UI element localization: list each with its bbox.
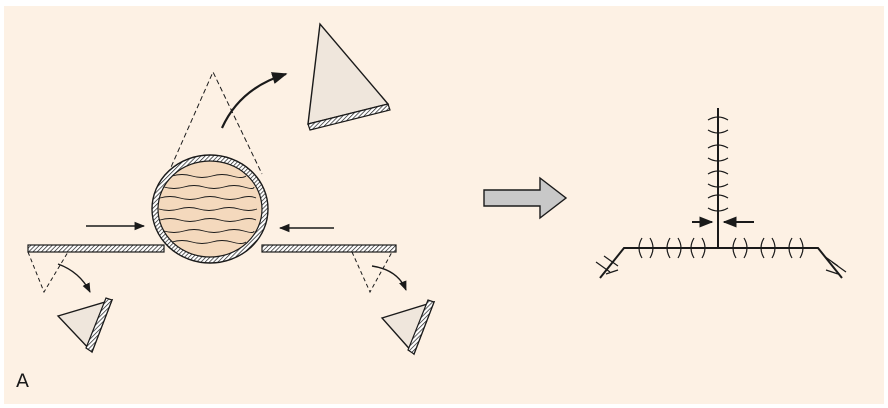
triangular-flap-left bbox=[56, 297, 114, 354]
figure-panel bbox=[4, 6, 884, 404]
triangular-flap-top bbox=[307, 22, 391, 131]
curved-arrow-top bbox=[220, 72, 288, 129]
curved-arrow-left bbox=[57, 263, 91, 293]
skin-line-right bbox=[261, 244, 397, 253]
skin-line-left bbox=[27, 244, 165, 253]
sutured-result bbox=[595, 108, 847, 279]
vertical-sutures bbox=[707, 116, 729, 212]
horizontal-sutures bbox=[638, 237, 804, 259]
panel-label: A bbox=[16, 370, 29, 392]
dashed-excision-outline-left bbox=[27, 251, 69, 294]
round-mass bbox=[151, 154, 269, 264]
mass-texture-lines bbox=[158, 174, 258, 244]
triangular-flap-right bbox=[380, 299, 436, 356]
curved-arrow-right bbox=[371, 265, 407, 291]
transition-arrow bbox=[483, 176, 568, 220]
excision-diagram bbox=[27, 22, 436, 356]
end-sutures bbox=[595, 255, 847, 275]
dashed-excision-outline-top bbox=[167, 70, 263, 175]
horizontal-incision bbox=[599, 247, 843, 279]
dashed-excision-outline-right bbox=[351, 251, 393, 294]
